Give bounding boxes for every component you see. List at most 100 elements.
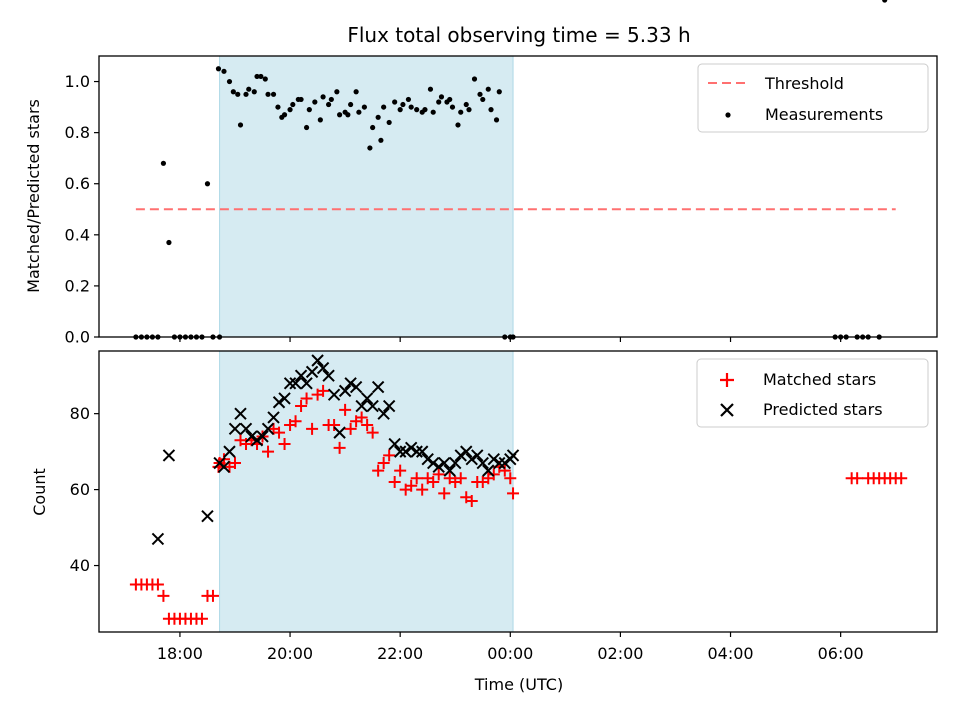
- predicted-star-point: [267, 411, 280, 424]
- predicted-star-point: [443, 464, 456, 477]
- matched-star-point: [438, 487, 451, 500]
- predicted-star-point: [201, 509, 214, 523]
- predicted-star-point: [393, 445, 407, 458]
- matched-star-point: [504, 472, 517, 485]
- predicted-star-point: [360, 392, 374, 405]
- bottom-panel: 40 60 80 18:00 20:00 22:00 00:00 02:00 04:00 06:…: [30, 350, 938, 694]
- measurement-point: [449, 104, 456, 110]
- measurement-point: [414, 107, 420, 113]
- measurement-point: [215, 66, 222, 72]
- matched-star-point: [355, 411, 368, 424]
- measurement-point: [290, 101, 296, 108]
- matched-star-point: [157, 589, 170, 602]
- predicted-star-point: [382, 399, 396, 413]
- x-tick-label: 20:00: [267, 644, 313, 663]
- y-tick-label: 60: [70, 480, 90, 499]
- measurement-point: [312, 99, 318, 105]
- measurement-point: [397, 107, 403, 113]
- predicted-star-point: [482, 464, 495, 477]
- legend-matched-swatch: [720, 373, 734, 387]
- measurement-point: [466, 107, 472, 113]
- legend-matched-label: Matched stars: [763, 370, 876, 389]
- top-y-ticks: 0.0 0.2 0.4 0.6 0.8 1.0: [65, 72, 99, 347]
- legend-predicted-label: Predicted stars: [763, 400, 883, 419]
- y-tick-label: 40: [70, 556, 90, 575]
- measurement-point: [392, 99, 398, 105]
- measurement-point: [230, 89, 236, 95]
- matched-star-point: [333, 441, 346, 454]
- matched-star-point: [427, 476, 440, 489]
- matched-star-point: [195, 612, 208, 625]
- measurement-point: [477, 91, 483, 97]
- x-tick-label: 18:00: [157, 644, 203, 663]
- matched-star-point: [507, 487, 520, 500]
- predicted-star-point: [493, 456, 506, 470]
- y-tick-label: 0.4: [65, 225, 90, 244]
- top-y-axis-label: Matched/Predicted stars: [24, 99, 43, 293]
- measurement-point: [345, 112, 351, 118]
- matched-star-point: [394, 464, 407, 477]
- measurement-point: [303, 124, 310, 131]
- measurement-point: [325, 101, 332, 108]
- y-tick-label: 1.0: [65, 72, 90, 91]
- matched-star-point: [388, 476, 401, 489]
- predicted-star-point: [256, 430, 269, 443]
- measurement-point: [237, 122, 244, 128]
- matched-star-point: [416, 483, 429, 496]
- measurement-point: [353, 89, 359, 95]
- predicted-star-point: [217, 460, 231, 474]
- predicted-star-point: [460, 445, 473, 458]
- matched-star-point: [300, 392, 313, 405]
- measurement-point: [337, 112, 343, 118]
- predicted-star-point: [278, 392, 291, 405]
- matched-star-point: [289, 415, 302, 428]
- measurement-point: [356, 109, 362, 115]
- chart-title: Flux total observing time = 5.33 h: [347, 23, 690, 47]
- top-axes-frame: [98, 55, 938, 338]
- measurement-point: [204, 181, 211, 187]
- predicted-star-point: [366, 399, 379, 413]
- matched-star-point: [851, 472, 864, 485]
- measurement-point: [226, 78, 233, 85]
- measurement-point: [251, 89, 257, 95]
- measurement-point: [447, 96, 453, 103]
- measurement-points: [133, 0, 888, 340]
- x-tick-label: 04:00: [707, 644, 753, 663]
- measurement-point: [422, 107, 428, 113]
- matched-star-point: [306, 422, 319, 435]
- bottom-axes-frame: [98, 350, 938, 633]
- predicted-star-point: [410, 445, 423, 458]
- measurement-point: [430, 109, 436, 115]
- measurement-point: [455, 122, 461, 128]
- bottom-y-ticks: 40 60 80: [70, 404, 99, 575]
- predicted-star-point: [449, 456, 462, 470]
- measurement-point: [378, 137, 384, 143]
- predicted-star-point: [338, 384, 352, 398]
- bottom-legend-box: [696, 358, 929, 428]
- matched-star-point: [465, 494, 478, 507]
- x-tick-label: 00:00: [487, 644, 533, 663]
- measurement-point: [367, 145, 373, 151]
- measurement-point: [306, 107, 312, 113]
- measurement-point: [405, 96, 412, 103]
- matched-star-point: [366, 426, 379, 439]
- bottom-legend: Matched stars Predicted stars: [696, 358, 929, 428]
- matched-star-point: [273, 426, 286, 439]
- predicted-star-point: [162, 449, 176, 462]
- legend-predicted-swatch: [720, 403, 734, 417]
- matched-star-point: [383, 449, 396, 462]
- measurement-point: [258, 73, 264, 80]
- measurement-point: [317, 117, 323, 123]
- measurement-point: [270, 91, 277, 97]
- bottom-y-axis-label: Count: [30, 468, 49, 516]
- y-tick-label: 0.2: [65, 276, 90, 295]
- measurement-point: [370, 124, 376, 131]
- measurement-point: [348, 101, 354, 108]
- measurement-point: [408, 104, 414, 110]
- measurement-point: [427, 86, 434, 92]
- measurement-point: [265, 91, 271, 97]
- predicted-star-point: [300, 377, 313, 390]
- matched-star-point: [295, 400, 308, 413]
- top-legend: Threshold Measurements: [697, 63, 929, 133]
